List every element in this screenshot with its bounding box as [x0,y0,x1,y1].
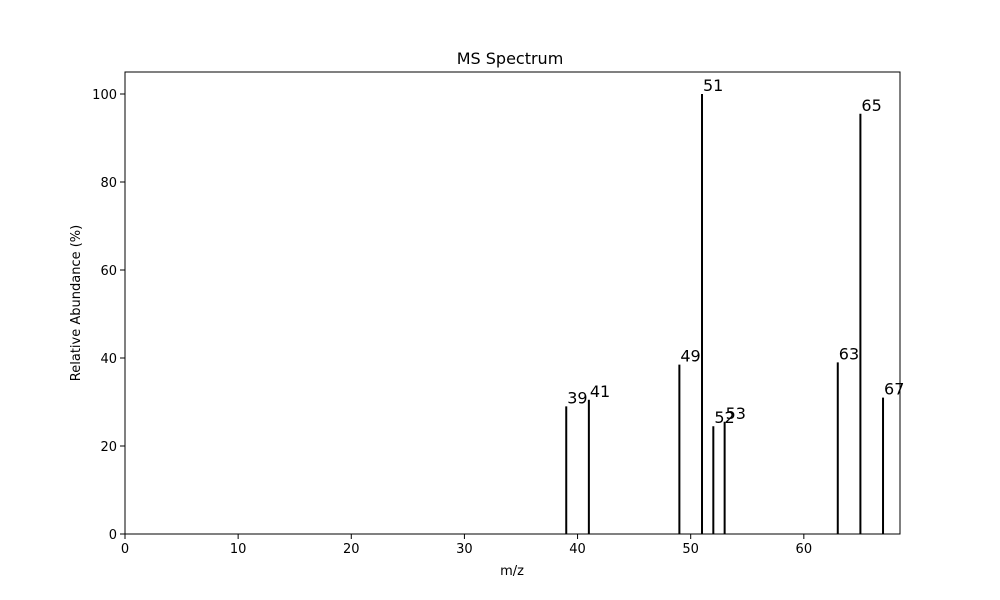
peak-label-41: 41 [590,382,610,401]
y-tick-label: 80 [100,176,117,191]
y-axis-ticks: 0 20 40 60 80 100 [92,88,125,543]
y-tick-label: 100 [92,88,117,103]
peak-label-63: 63 [839,344,859,363]
x-tick-label: 60 [796,542,813,557]
y-tick-label: 0 [109,528,117,543]
peaks-group [565,94,885,534]
peak-label-67: 67 [884,380,904,399]
x-axis-ticks: 0 10 20 30 40 50 60 [121,534,812,557]
y-tick-label: 60 [100,264,117,279]
x-tick-label: 10 [230,542,247,557]
chart-title: MS Spectrum [457,49,564,68]
x-tick-label: 0 [121,542,129,557]
peak-label-51: 51 [703,76,723,95]
x-tick-label: 50 [682,542,699,557]
x-tick-label: 20 [343,542,360,557]
x-tick-label: 30 [456,542,473,557]
peak-label-39: 39 [567,388,587,407]
y-tick-label: 40 [100,352,117,367]
peak-label-49: 49 [680,347,700,366]
x-tick-label: 40 [569,542,586,557]
peak-label-53: 53 [726,404,746,423]
plot-frame [124,71,901,535]
peak-label-65: 65 [861,96,881,115]
y-tick-label: 20 [100,440,117,455]
x-axis-title: m/z [500,564,524,579]
peak-label-52: 52 [714,408,734,427]
y-axis-title: Relative Abundance (%) [69,225,84,381]
